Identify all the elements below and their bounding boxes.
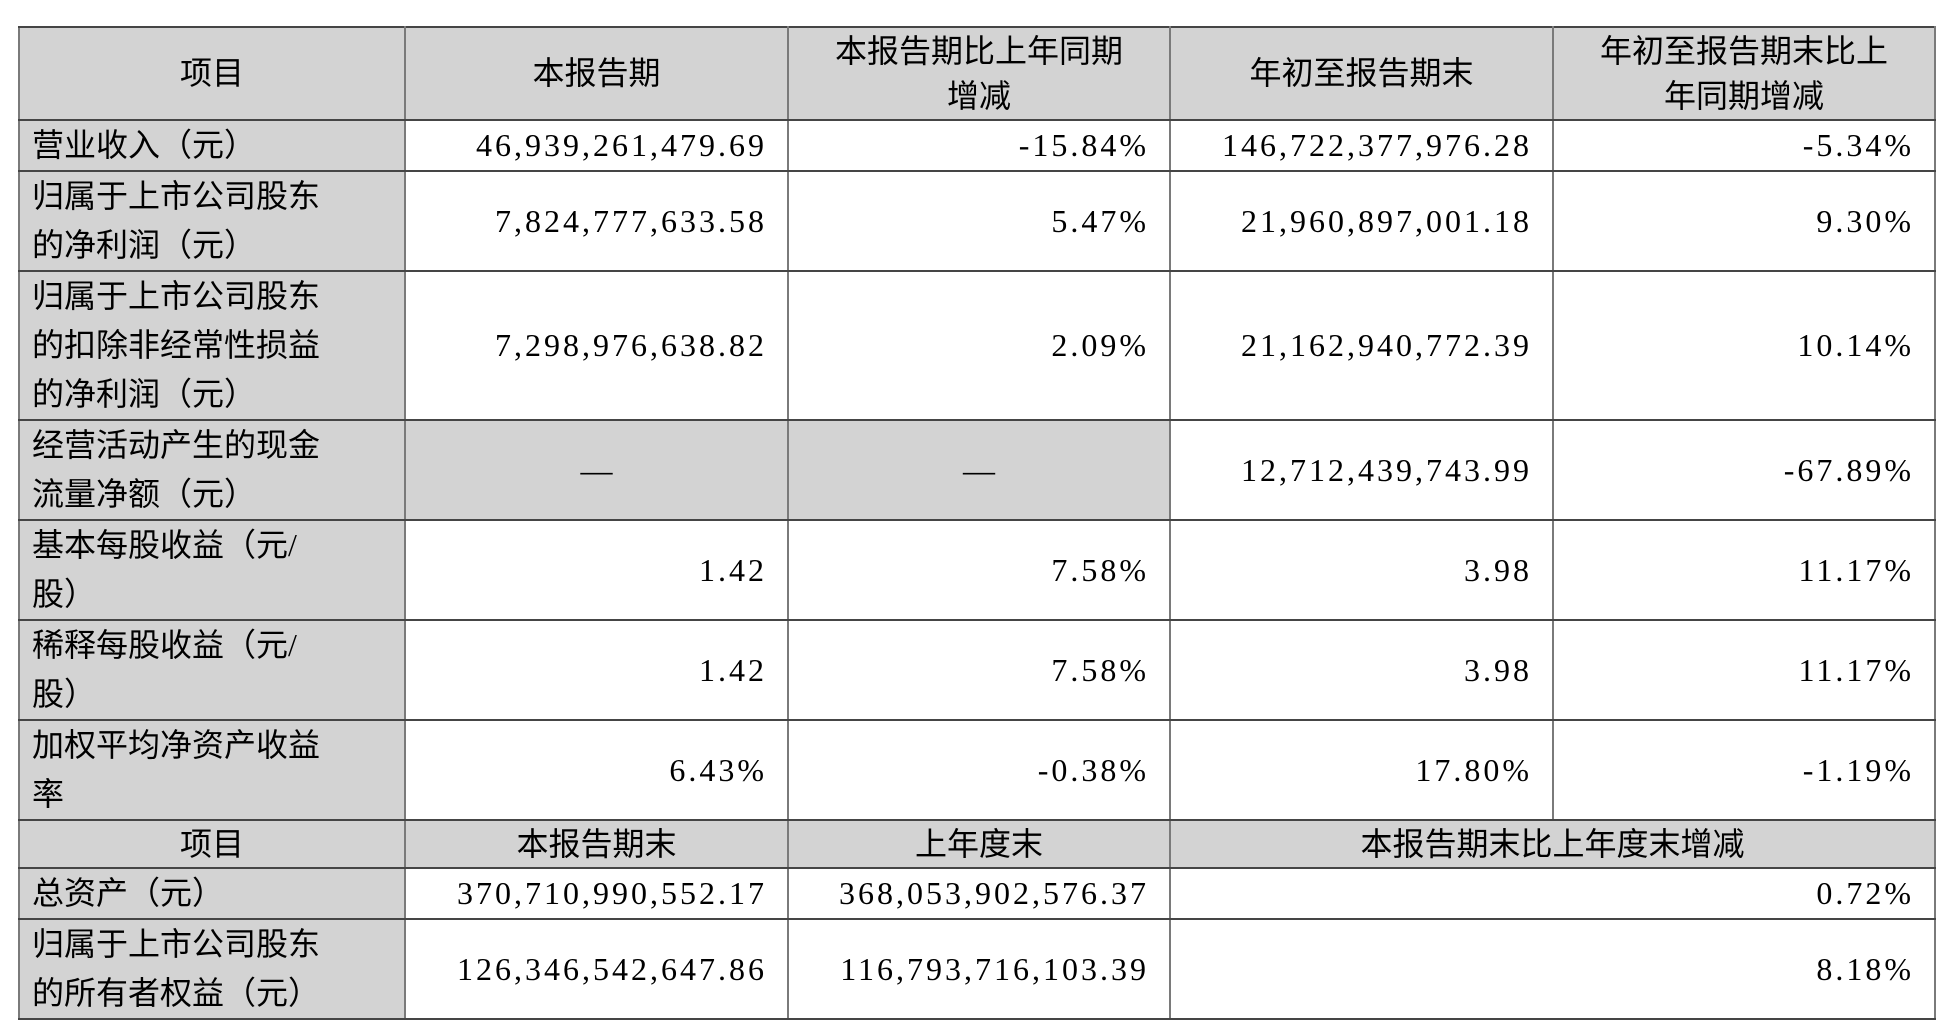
header-current-period: 本报告期 xyxy=(404,26,789,121)
value-current-yoy: 2.09% xyxy=(787,270,1171,421)
value-ytd-yoy: 11.17% xyxy=(1552,619,1936,721)
value-change: 0.72% xyxy=(1169,867,1936,920)
value-current: 1.42 xyxy=(404,519,789,621)
header-item: 项目 xyxy=(18,819,406,869)
row-basic-eps: 基本每股收益（元/ 股） 1.42 7.58% 3.98 11.17% xyxy=(18,519,1936,621)
row-net-profit-excl-nonrecurring: 归属于上市公司股东 的扣除非经常性损益 的净利润（元） 7,298,976,63… xyxy=(18,270,1936,421)
section1-header-row: 项目 本报告期 本报告期比上年同期 增减 年初至报告期末 年初至报告期末比上 年… xyxy=(18,26,1936,121)
value-ytd-yoy: -1.19% xyxy=(1552,719,1936,821)
header-ytd-yoy: 年初至报告期末比上 年同期增减 xyxy=(1552,26,1936,121)
row-total-assets: 总资产（元） 370,710,990,552.17 368,053,902,57… xyxy=(18,867,1936,920)
row-label: 归属于上市公司股东 的所有者权益（元） xyxy=(18,918,406,1020)
value-ytd: 17.80% xyxy=(1169,719,1554,821)
row-label: 稀释每股收益（元/ 股） xyxy=(18,619,406,721)
value-current: 1.42 xyxy=(404,619,789,721)
header-end-of-last-year: 上年度末 xyxy=(787,819,1171,869)
row-label: 经营活动产生的现金 流量净额（元） xyxy=(18,419,406,521)
value-end-of-period: 126,346,542,647.86 xyxy=(404,918,789,1020)
value-end-of-last-year: 116,793,716,103.39 xyxy=(787,918,1171,1020)
row-label: 归属于上市公司股东 的扣除非经常性损益 的净利润（元） xyxy=(18,270,406,421)
value-current-yoy: -15.84% xyxy=(787,119,1171,172)
row-operating-revenue: 营业收入（元） 46,939,261,479.69 -15.84% 146,72… xyxy=(18,119,1936,172)
value-ytd-yoy: -5.34% xyxy=(1552,119,1936,172)
value-ytd: 21,162,940,772.39 xyxy=(1169,270,1554,421)
row-weighted-avg-roe: 加权平均净资产收益 率 6.43% -0.38% 17.80% -1.19% xyxy=(18,719,1936,821)
value-ytd: 12,712,439,743.99 xyxy=(1169,419,1554,521)
value-current: 7,824,777,633.58 xyxy=(404,170,789,272)
value-current-yoy: 5.47% xyxy=(787,170,1171,272)
value-ytd-yoy: -67.89% xyxy=(1552,419,1936,521)
row-label: 加权平均净资产收益 率 xyxy=(18,719,406,821)
value-current-dash: — xyxy=(404,419,789,521)
value-current-yoy: 7.58% xyxy=(787,619,1171,721)
header-current-period-yoy: 本报告期比上年同期 增减 xyxy=(787,26,1171,121)
section2-header-row: 项目 本报告期末 上年度末 本报告期末比上年度末增减 xyxy=(18,819,1936,869)
value-current: 7,298,976,638.82 xyxy=(404,270,789,421)
value-current-yoy: 7.58% xyxy=(787,519,1171,621)
row-label: 归属于上市公司股东 的净利润（元） xyxy=(18,170,406,272)
value-ytd: 21,960,897,001.18 xyxy=(1169,170,1554,272)
row-label: 营业收入（元） xyxy=(18,119,406,172)
row-net-profit-attributable: 归属于上市公司股东 的净利润（元） 7,824,777,633.58 5.47%… xyxy=(18,170,1936,272)
value-ytd: 146,722,377,976.28 xyxy=(1169,119,1554,172)
row-label: 基本每股收益（元/ 股） xyxy=(18,519,406,621)
row-diluted-eps: 稀释每股收益（元/ 股） 1.42 7.58% 3.98 11.17% xyxy=(18,619,1936,721)
value-ytd: 3.98 xyxy=(1169,619,1554,721)
header-end-of-period: 本报告期末 xyxy=(404,819,789,869)
header-ytd: 年初至报告期末 xyxy=(1169,26,1554,121)
value-ytd: 3.98 xyxy=(1169,519,1554,621)
value-current-yoy: -0.38% xyxy=(787,719,1171,821)
header-change-vs-last-year-end: 本报告期末比上年度末增减 xyxy=(1169,819,1936,869)
row-operating-cash-flow: 经营活动产生的现金 流量净额（元） — — 12,712,439,743.99 … xyxy=(18,419,1936,521)
value-end-of-last-year: 368,053,902,576.37 xyxy=(787,867,1171,920)
value-ytd-yoy: 9.30% xyxy=(1552,170,1936,272)
value-change: 8.18% xyxy=(1169,918,1936,1020)
row-equity-attributable: 归属于上市公司股东 的所有者权益（元） 126,346,542,647.86 1… xyxy=(18,918,1936,1020)
financial-summary-table: 项目 本报告期 本报告期比上年同期 增减 年初至报告期末 年初至报告期末比上 年… xyxy=(18,26,1936,1020)
value-ytd-yoy: 11.17% xyxy=(1552,519,1936,621)
value-ytd-yoy: 10.14% xyxy=(1552,270,1936,421)
header-item: 项目 xyxy=(18,26,406,121)
value-end-of-period: 370,710,990,552.17 xyxy=(404,867,789,920)
value-current: 46,939,261,479.69 xyxy=(404,119,789,172)
row-label: 总资产（元） xyxy=(18,867,406,920)
value-current: 6.43% xyxy=(404,719,789,821)
value-current-yoy-dash: — xyxy=(787,419,1171,521)
